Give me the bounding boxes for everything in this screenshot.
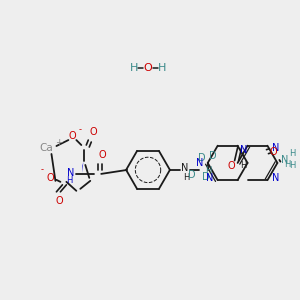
Text: H: H [130, 63, 138, 74]
Text: H: H [284, 160, 290, 169]
Text: O: O [270, 147, 277, 157]
Text: N: N [196, 158, 203, 168]
Text: N: N [206, 173, 213, 183]
Text: Ca: Ca [40, 143, 53, 153]
Polygon shape [82, 162, 83, 173]
Text: N: N [67, 168, 74, 178]
Text: N: N [181, 163, 188, 173]
Text: O: O [144, 63, 152, 74]
Text: +: + [55, 137, 62, 146]
Text: O: O [98, 150, 106, 160]
Text: O: O [68, 131, 76, 141]
Text: H: H [240, 161, 247, 170]
Text: N: N [240, 145, 247, 155]
Text: O: O [47, 173, 54, 183]
Text: D: D [202, 172, 210, 182]
Text: -: - [79, 126, 82, 135]
Text: H: H [289, 161, 296, 170]
Text: O: O [56, 196, 63, 206]
Text: D: D [188, 170, 196, 180]
Text: N: N [272, 143, 279, 153]
Text: H: H [289, 149, 296, 158]
Text: H: H [183, 173, 189, 182]
Text: O: O [89, 127, 97, 137]
Text: H: H [206, 166, 212, 175]
Text: N: N [281, 154, 288, 165]
Text: -: - [41, 165, 44, 174]
Text: N: N [272, 173, 279, 183]
Text: O: O [228, 160, 236, 171]
Text: H: H [66, 176, 73, 185]
Text: D: D [209, 151, 217, 161]
Text: D: D [198, 153, 206, 163]
Text: H: H [158, 63, 166, 74]
